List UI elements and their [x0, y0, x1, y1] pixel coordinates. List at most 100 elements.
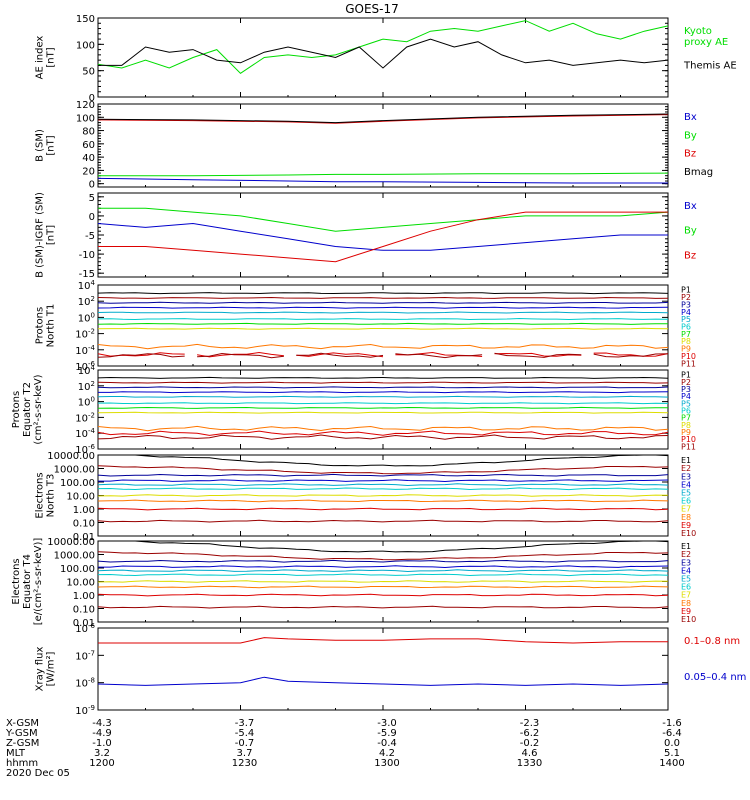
channel-label-e8: E8: [681, 513, 691, 522]
x-column-value: 1400: [659, 758, 684, 769]
x-column-value: -5.9: [377, 728, 397, 739]
y-tick-label: 104: [78, 279, 96, 292]
figure-title: GOES-17: [345, 2, 399, 16]
channel-label-e5: E5: [681, 488, 691, 497]
channel-label-p3: P3: [681, 385, 691, 394]
x-column-value: -0.4: [377, 738, 397, 749]
tick-exponent: 0: [91, 396, 95, 404]
y-tick-label: 0: [89, 180, 95, 191]
channel-label-p6: P6: [681, 323, 691, 332]
legend-label: 0.1–0.8 nm: [684, 636, 740, 647]
channel-label-e3: E3: [681, 472, 691, 481]
channel-line-e7: [97, 580, 669, 583]
y-tick-label: 0.10: [73, 605, 95, 616]
y-tick-label: 10-2: [75, 411, 95, 424]
x-column-value: 1330: [517, 758, 542, 769]
x-column-value: 5.1: [664, 748, 680, 759]
series-line-kyoto-proxy-ae: [97, 20, 669, 74]
y-tick-label: 10-4: [75, 427, 95, 440]
legend-label: By: [684, 130, 697, 141]
legend-label: Themis AE: [683, 61, 737, 72]
channel-line-p6: [97, 317, 669, 321]
x-row-label: hhmm: [6, 758, 38, 769]
y-tick-label: 1000.00: [54, 551, 95, 562]
tick-exponent: 4: [91, 279, 96, 287]
legend-label: Bz: [684, 149, 696, 160]
channel-label-p8: P8: [681, 337, 691, 346]
y-tick-label: 100: [78, 311, 95, 324]
y-tick-label: 102: [78, 380, 95, 393]
series-line-bz: [98, 211, 668, 263]
channel-label-e1: E1: [681, 456, 691, 465]
y-tick-label: 10000.00: [47, 451, 95, 462]
x-row-label: Z-GSM: [6, 738, 39, 749]
legend-label: 0.05–0.4 nm: [684, 672, 746, 683]
x-column-value: -0.2: [520, 738, 540, 749]
channel-label-p7: P7: [681, 330, 691, 339]
legend-label: proxy AE: [684, 37, 728, 48]
tick-exponent: -7: [88, 649, 95, 657]
channel-label-e2: E2: [681, 550, 691, 559]
x-column-value: -3.0: [377, 718, 397, 729]
x-column-value: -6.2: [520, 728, 540, 739]
tick-exponent: -4: [88, 427, 96, 435]
panel-frame: [97, 192, 669, 278]
date-label: 2020 Dec 05: [6, 768, 70, 779]
x-column-value: -4.9: [92, 728, 112, 739]
channel-line-p4: [97, 306, 669, 309]
channel-line-p8: [97, 411, 669, 414]
legend-label: Bz: [684, 250, 696, 261]
series-line-by: [98, 172, 669, 177]
channel-line-p3: [97, 386, 669, 389]
channel-label-p11: P11: [681, 442, 696, 451]
channel-line-e8: [97, 499, 669, 503]
tick-exponent: -6: [88, 443, 96, 451]
tick-exponent: -9: [88, 704, 95, 712]
channel-label-p6: P6: [681, 407, 691, 416]
y-tick-label: 10-2: [75, 328, 95, 341]
y-tick-label: 10.00: [66, 578, 95, 589]
channel-line-e1: [98, 454, 669, 467]
channel-line-e6: [97, 573, 669, 577]
channel-label-e9: E9: [681, 607, 691, 616]
y-tick-label: 100: [76, 113, 95, 124]
y-tick-label: 1.00: [73, 505, 95, 516]
x-column-value: 3.7: [237, 748, 253, 759]
panel-bsm: 0 20 40 60 80 100 120 B (SM) [nT] Bx By Bz Bmag: [35, 100, 714, 191]
channel-label-e7: E7: [681, 505, 691, 514]
channel-line-p4: [98, 391, 669, 394]
channel-line-p7: [97, 322, 669, 325]
channel-line-e5: [97, 483, 669, 487]
y-tick-label: 0: [89, 212, 95, 223]
x-column-value: -1.6: [662, 718, 682, 729]
channel-label-e7: E7: [681, 591, 691, 600]
channel-line-e6: [97, 487, 669, 491]
channel-label-e8: E8: [681, 599, 691, 608]
channel-line-e4: [98, 565, 669, 569]
channel-line-p5: [97, 395, 669, 398]
legend-label: By: [684, 226, 697, 237]
y-axis-label: North T3: [46, 474, 57, 518]
y-tick-label: -10: [79, 250, 95, 261]
y-tick-label: 1.00: [73, 591, 95, 602]
y-tick-label: 10-8: [75, 677, 95, 690]
panel-electrons_t4: 0.01 0.10 1.00 10.00 100.00 1000.00 10000.00 El…: [11, 537, 696, 629]
channel-label-e9: E9: [681, 521, 691, 530]
channel-line-e9: [97, 593, 669, 597]
channel-line-p2: [97, 296, 669, 299]
y-axis-label: [W/m²]: [46, 651, 57, 686]
channel-line-e1: [98, 540, 669, 553]
y-tick-label: 10-9: [75, 704, 95, 717]
y-axis-label: Protons: [11, 391, 22, 428]
channel-label-e4: E4: [681, 480, 691, 489]
x-column-value: 0.0: [664, 738, 680, 749]
y-tick-label: 80: [82, 127, 95, 138]
channel-line-e3: [97, 473, 669, 477]
y-tick-label: 0.10: [73, 519, 95, 530]
x-column-value: -0.7: [235, 738, 255, 749]
x-row-label: X-GSM: [6, 718, 39, 729]
x-column-value: 4.6: [522, 748, 538, 759]
channel-label-e10: E10: [681, 615, 696, 624]
